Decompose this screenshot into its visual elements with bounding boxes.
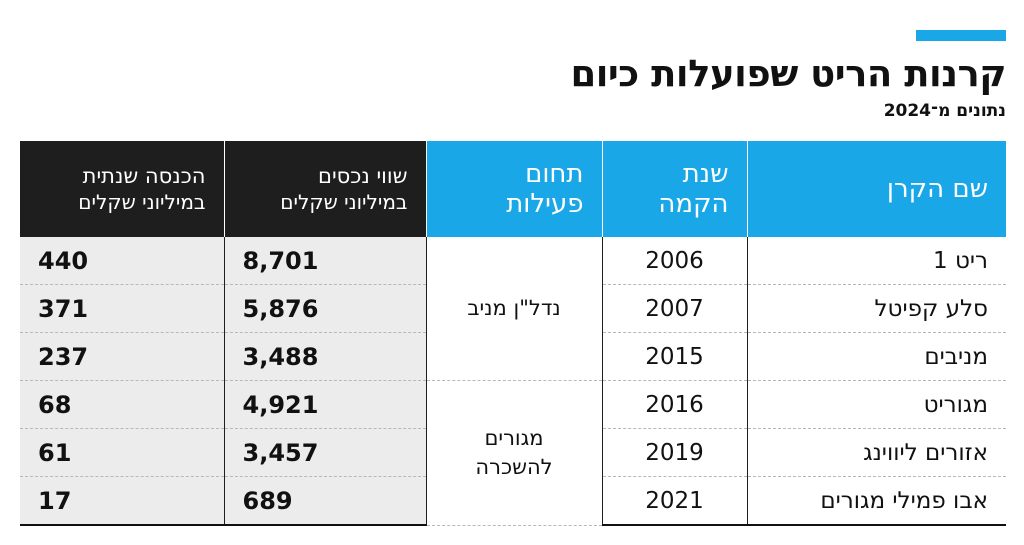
assets-value: 3,488: [223, 332, 426, 381]
assets-value: 3,457: [223, 428, 426, 477]
assets-value: 5,876: [223, 284, 426, 333]
header-income-line2: במיליוני שקלים: [78, 190, 206, 214]
table-row: אזורים ליווינג 2019 3,457 61: [20, 428, 1006, 477]
income-value: 371: [20, 284, 224, 333]
field-group-commercial: נדל"ן מניב: [425, 237, 602, 381]
field-group-residential: מגורים להשכרה: [425, 380, 602, 526]
header-year: שנת הקמה: [601, 141, 747, 237]
founded-year: 2019: [601, 428, 747, 477]
page-title: קרנות הריט שפועלות כיום: [570, 52, 1006, 95]
fund-name: מניבים: [746, 332, 1006, 381]
income-value: 237: [20, 332, 224, 381]
table-row: סלע קפיטל 2007 5,876 371: [20, 284, 1006, 333]
table-row: אבו פמילי מגורים 2021 689 17: [20, 476, 1006, 526]
page-subtitle: נתונים מ־2024: [883, 101, 1006, 121]
fund-name: אבו פמילי מגורים: [746, 476, 1006, 526]
table-row: ריט 1 2006 נדל"ן מניב 8,701 440: [20, 237, 1006, 381]
header-field-line2: פעילות: [506, 189, 584, 219]
header-year-line2: הקמה: [658, 189, 729, 219]
header-fund-name: שם הקרן: [746, 141, 1006, 237]
founded-year: 2016: [601, 380, 747, 429]
founded-year: 2006: [601, 237, 747, 285]
income-value: 68: [20, 380, 224, 429]
founded-year: 2015: [601, 332, 747, 381]
header-income-line1: הכנסה שנתית: [82, 164, 206, 188]
founded-year: 2021: [601, 476, 747, 526]
header-assets-line2: במיליוני שקלים: [280, 190, 408, 214]
income-value: 61: [20, 428, 224, 477]
fund-name: סלע קפיטל: [746, 284, 1006, 333]
founded-year: 2007: [601, 284, 747, 333]
header-field: תחום פעילות: [425, 141, 602, 237]
income-value: 17: [20, 476, 224, 526]
table-row: מגוריט 2016 מגורים להשכרה 4,921 68: [20, 380, 1006, 526]
fund-name: אזורים ליווינג: [746, 428, 1006, 477]
header-fund-name-label: שם הקרן: [886, 174, 988, 204]
table-header-row: שם הקרן שנת הקמה תחום פעילות שווי נכסים …: [20, 141, 1006, 237]
header-assets: שווי נכסים במיליוני שקלים: [223, 141, 426, 237]
header-year-line1: שנת: [682, 159, 729, 189]
header-field-line1: תחום: [525, 159, 584, 189]
header-income: הכנסה שנתית במיליוני שקלים: [20, 141, 224, 237]
header-assets-line1: שווי נכסים: [318, 164, 408, 188]
fund-name: מגוריט: [746, 380, 1006, 429]
table-row: מניבים 2015 3,488 237: [20, 332, 1006, 381]
assets-value: 8,701: [223, 237, 426, 285]
reit-table: שם הקרן שנת הקמה תחום פעילות שווי נכסים …: [20, 141, 1006, 526]
assets-value: 4,921: [223, 380, 426, 429]
income-value: 440: [20, 237, 224, 285]
assets-value: 689: [223, 476, 426, 526]
fund-name: ריט 1: [746, 237, 1006, 285]
accent-bar: [916, 30, 1006, 41]
